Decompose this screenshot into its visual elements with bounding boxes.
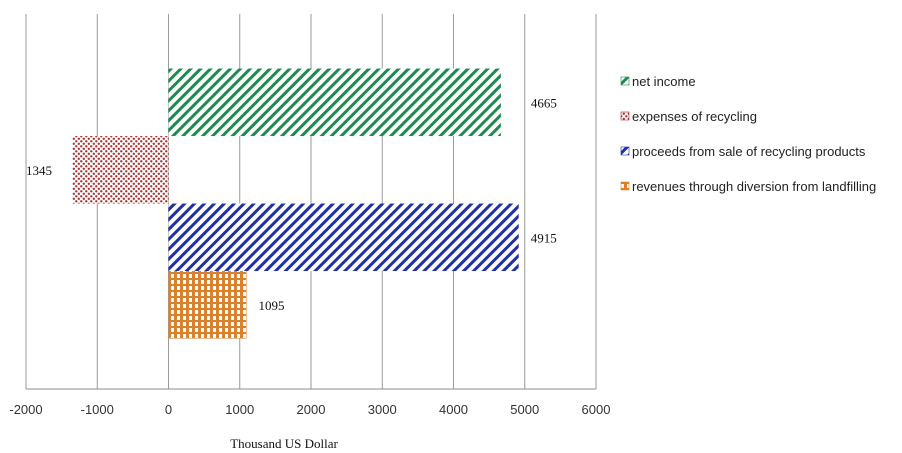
legend-swatch-net-income [620,76,630,86]
legend-swatch-expenses-of-recycling [620,111,630,121]
legend-label-revenues-through-diversion: revenues through diversion from landfill… [632,179,876,194]
x-tick-label: -1000 [81,402,114,417]
data-label-expenses-of-recycling: 1345 [26,163,52,178]
bar-revenues-through-diversion [168,271,247,339]
x-tick-label: 2000 [297,402,326,417]
x-tick-label: -2000 [9,402,42,417]
x-tick-label: 1000 [225,402,254,417]
legend-label-proceeds-from-sale: proceeds from sale of recycling products [632,144,866,159]
data-label-revenues-through-diversion: 1095 [259,298,285,313]
data-label-net-income: 4665 [531,95,557,110]
legend-swatch-revenues-through-diversion [620,181,630,191]
legend-label-expenses-of-recycling: expenses of recycling [632,109,757,124]
bar-expenses-of-recycling [72,136,169,204]
x-tick-label: 4000 [439,402,468,417]
x-tick-labels: -2000 -1000 0 1000 2000 3000 4000 5000 6000 [9,402,610,417]
bar-net-income [168,68,501,137]
legend-label-net-income: net income [632,74,696,89]
x-axis-title: Thousand US Dollar [230,436,338,451]
bars [72,68,519,339]
data-label-proceeds-from-sale: 4915 [531,230,557,245]
bar-proceeds-from-sale [168,203,519,272]
x-tick-label: 6000 [582,402,611,417]
x-tick-label: 5000 [510,402,539,417]
legend-swatch-proceeds-from-sale [620,146,630,156]
legend: net income expenses of recycling proceeds … [620,74,876,194]
bar-labels: 4665 1345 4915 1095 [26,95,557,312]
x-tick-label: 3000 [368,402,397,417]
x-tick-label: 0 [165,402,172,417]
